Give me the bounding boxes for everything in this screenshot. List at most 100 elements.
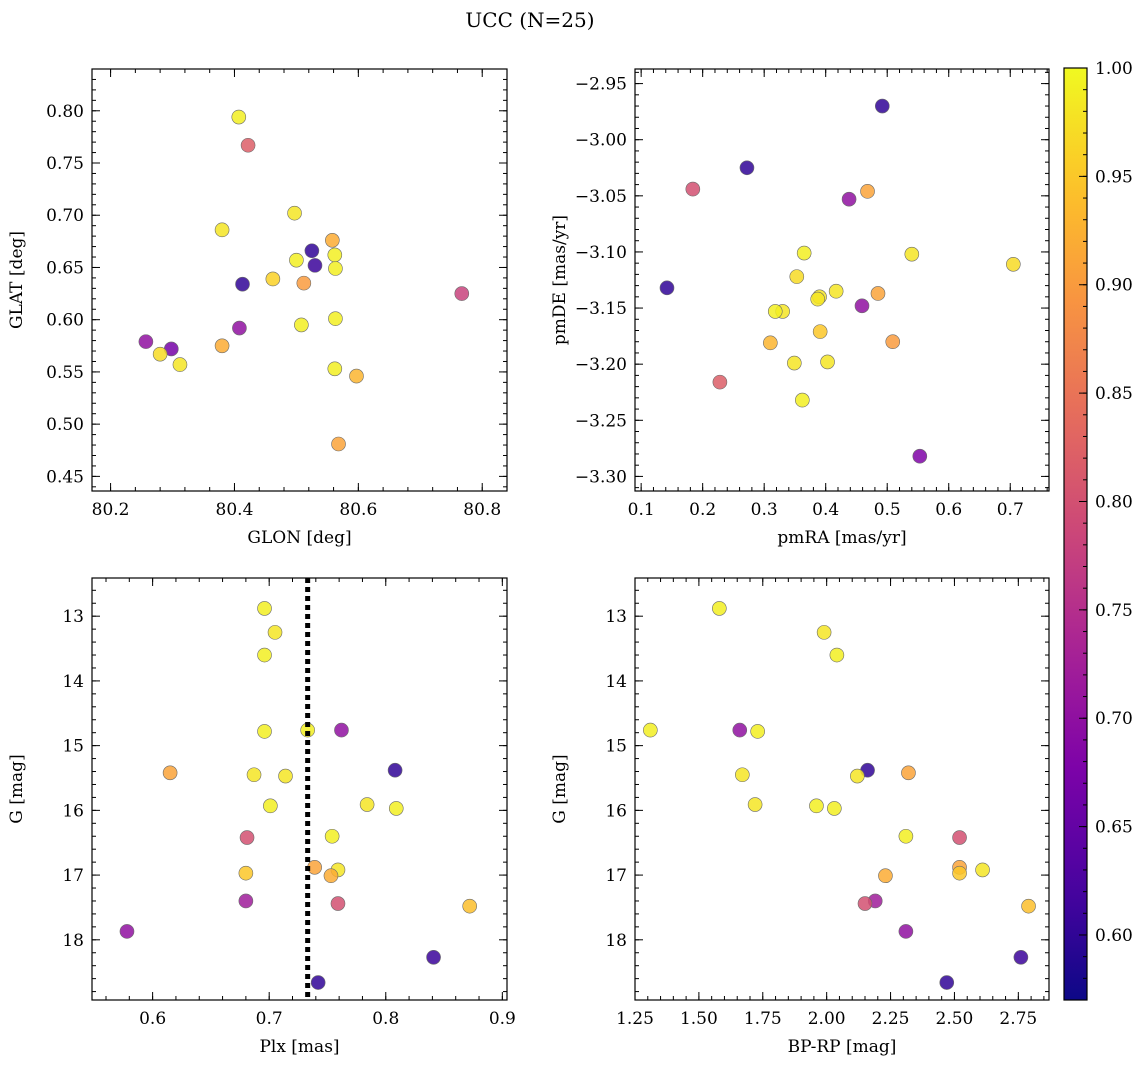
x-tick-label: 0.6 (139, 1009, 166, 1029)
scatter-point (767, 304, 783, 319)
y-tick-label: −3.30 (575, 467, 627, 487)
colorbar-tick-label: 0.70 (1095, 709, 1133, 729)
x-tick-label: 2.25 (872, 1009, 910, 1029)
scatter-panel-3: 0.6 0.7 0.8 0.9 13 14 15 16 17 18 Plx [mas] G [mag] (7, 577, 516, 1057)
colorbar-tick-label: 0.85 (1095, 384, 1133, 404)
colorbar-tick-label: 0.95 (1095, 167, 1133, 187)
axes-frame (634, 577, 1050, 1001)
y-tick-label: 0.50 (46, 415, 84, 435)
scatter-point (747, 797, 763, 812)
ticks (635, 69, 1049, 491)
scatter-point (750, 724, 765, 739)
scatter-point (763, 335, 778, 351)
x-axis-label: BP-RP [mag] (788, 1037, 897, 1057)
scatter-point (172, 357, 188, 372)
points (643, 601, 1036, 990)
y-tick-label: 0.45 (46, 467, 84, 487)
scatter-point (328, 261, 343, 276)
x-tick-label: 2.50 (936, 1009, 974, 1029)
y-tick-label: 15 (62, 737, 84, 757)
scatter-point (246, 767, 262, 783)
x-tick-label: 0.7 (997, 500, 1024, 520)
scatter-point (685, 181, 701, 197)
axes-frame (634, 68, 1050, 492)
scatter-point (331, 436, 346, 452)
y-tick-label: 13 (62, 607, 84, 627)
scatter-point (263, 798, 278, 814)
scatter-point (712, 601, 727, 616)
x-tick-label: 80.8 (463, 500, 501, 520)
x-tick-label: 80.2 (92, 500, 130, 520)
colorbar: 0.60 0.65 0.70 0.75 0.80 0.85 0.90 0.95 1.00 (1063, 59, 1133, 1001)
scatter-point (952, 865, 967, 881)
scatter-point (462, 898, 477, 914)
y-tick-label: −3.05 (575, 187, 627, 207)
colorbar-tick-label: 0.60 (1095, 926, 1133, 946)
scatter-point (898, 828, 914, 844)
scatter-point (289, 252, 304, 268)
y-tick-label: 17 (605, 866, 627, 886)
scatter-point (860, 184, 875, 199)
scatter-point (854, 298, 870, 314)
scatter-point (712, 374, 728, 390)
scatter-point (327, 247, 343, 263)
scatter-point (1021, 898, 1036, 914)
scatter-point (643, 722, 658, 738)
scatter-panel-1: 80.2 80.4 80.6 80.8 0.45 0.50 0.55 0.60 0.65 0.70… (7, 68, 508, 548)
x-axis-label: pmRA [mas/yr] (777, 528, 906, 548)
ticks (92, 68, 508, 491)
x-tick-label: 80.6 (339, 500, 377, 520)
scatter-point (795, 392, 810, 408)
y-axis-label: pmDE [mas/yr] (550, 215, 570, 345)
x-tick-label: 1.50 (680, 1009, 718, 1029)
scatter-point (388, 801, 404, 816)
colorbar-gradient (1063, 67, 1088, 1001)
y-tick-label: 0.80 (46, 102, 84, 122)
scatter-point (296, 275, 312, 291)
scatter-point (327, 361, 343, 377)
scatter-point (304, 243, 320, 259)
scatter-point (732, 722, 748, 738)
scatter-point (240, 137, 256, 153)
scatter-point (310, 975, 326, 990)
y-tick-label: 16 (62, 801, 84, 821)
scatter-point (787, 355, 802, 371)
y-tick-label: 17 (62, 866, 84, 886)
scatter-point (878, 868, 893, 884)
scatter-point (796, 245, 812, 261)
scatter-point (328, 311, 343, 326)
x-tick-label: 1.25 (616, 1009, 654, 1029)
scatter-point (912, 448, 928, 464)
scatter-point (257, 724, 272, 739)
scatter-point (454, 286, 470, 301)
y-axis-label: G [mag] (550, 754, 570, 823)
scatter-point (816, 625, 832, 640)
y-tick-label: 13 (605, 607, 627, 627)
scatter-point (359, 797, 375, 812)
scatter-point (235, 276, 250, 292)
scatter-point (828, 283, 844, 299)
x-tick-label: 1.75 (744, 1009, 782, 1029)
colorbar-tick-label: 1.00 (1095, 59, 1133, 79)
y-tick-label: 0.70 (46, 206, 84, 226)
y-tick-label: 0.60 (46, 311, 84, 331)
scatter-point (334, 722, 349, 738)
scatter-point (901, 765, 916, 781)
scatter-point (239, 830, 255, 845)
y-tick-label: 18 (62, 931, 84, 951)
x-tick-label: 0.9 (489, 1009, 516, 1029)
y-tick-label: 0.75 (46, 154, 84, 174)
scatter-point (330, 896, 346, 911)
scatter-point (874, 98, 890, 114)
y-tick-label: 0.65 (46, 258, 84, 278)
scatter-point (324, 828, 340, 844)
colorbar-tick-label: 0.75 (1095, 601, 1133, 621)
scatter-point (265, 271, 281, 287)
x-tick-label: 0.5 (874, 500, 901, 520)
scatter-point (857, 896, 873, 911)
scatter-panel-2: 0.1 0.2 0.3 0.4 0.5 0.6 0.7 −3.30 −3.25 −3.20 −3.1… (550, 68, 1050, 548)
y-tick-label: 18 (605, 931, 627, 951)
scatter-point (939, 975, 955, 990)
scatter-point (1006, 256, 1021, 272)
